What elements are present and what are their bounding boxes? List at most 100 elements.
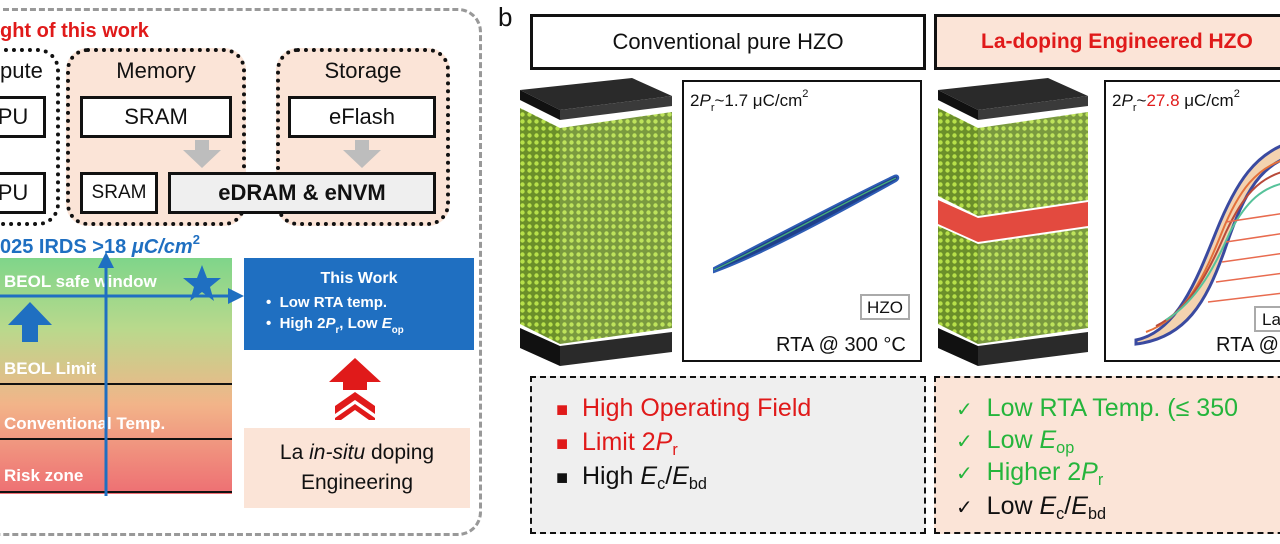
left-item-3-sub1: c [657,475,666,493]
edram-envm-box: eDRAM & eNVM [168,172,436,214]
this-work-b2sub: r [335,325,340,336]
irds-unit-exp: 2 [192,232,200,247]
memory-sram-top: SRAM [80,96,232,138]
left-item-2-a: Limit 2 [582,428,656,456]
right-pr-value: 27.8 [1146,91,1180,110]
right-item-2-e: E [1039,426,1057,454]
left-item-2-p: P [655,428,673,456]
compute-unit-2: PU [0,172,46,214]
la-hzo-stack-3d [938,78,1088,366]
left-pr-sub: r [710,102,715,114]
vertical-axis-head [98,252,114,268]
la-line-1a: La [279,441,310,464]
right-header-text: La-doping Engineered HZO [981,30,1253,53]
this-work-b2e: E [381,315,392,332]
left-item-2: ■ Limit 2Pr [556,428,678,460]
irds-target: 025 IRDS >18 μC/cm2 [0,232,200,259]
left-pr-p: P [699,91,711,110]
left-item-3-e: E [640,462,658,490]
this-work-b2b: , Low [339,315,382,332]
storage-down-arrow [343,140,381,168]
compute-unit-2-label: PU [0,180,29,205]
right-item-3-sub: r [1097,471,1104,489]
left-properties-box: ■ High Operating Field ■ Limit 2Pr ■ Hig… [530,376,926,534]
right-properties-box: ✓ Low RTA Temp. (≤ 350 ✓ Low Eop ✓ Highe… [934,376,1280,534]
right-pr-tilde: ~ [1136,91,1147,110]
compute-unit-1-label: PU [0,104,29,129]
right-item-1-text: Low RTA Temp. (≤ 350 [986,394,1239,422]
right-item-1: ✓ Low RTA Temp. (≤ 350 [956,394,1238,423]
left-item-3-e2: E [672,462,689,490]
left-item-1-text: High Operating Field [582,394,812,422]
zone-risk-label: Risk zone [4,466,84,485]
left-pr-prefix: 2 [690,91,700,110]
memory-sram-top-label: SRAM [124,104,188,129]
this-work-b2a: High 2 [279,315,326,332]
this-work-b2p: P [325,315,336,332]
conventional-line [0,438,232,440]
compute-unit-1: PU [0,96,46,138]
left-pe-plot: 2Pr~1.7 μC/cm2 HZO RTA @ 300 °C [682,80,922,362]
this-work-b2esub: op [391,325,404,336]
right-item-2-marker: ✓ [956,431,973,453]
down-arrows-gray [183,140,381,168]
right-pe-plot: 2Pr~27.8 μC/cm2 La RTA @ [1104,80,1280,362]
storage-eflash: eFlash [288,96,436,138]
this-work-box: This Work • Low RTA temp. • High 2Pr, Lo… [244,258,474,350]
storage-label: Storage [324,58,402,83]
left-item-1-marker: ■ [556,399,569,421]
right-plot-pr: 2Pr~27.8 μC/cm2 [1112,88,1240,114]
memory-label: Memory [116,58,196,83]
la-line-2: Engineering [300,471,414,494]
left-header-text: Conventional pure HZO [612,29,844,54]
edram-envm-label: eDRAM & eNVM [218,180,386,205]
zone-safe-label: BEOL safe window [4,272,157,291]
left-item-3-marker: ■ [556,467,569,489]
right-rta: RTA @ [1216,334,1279,356]
right-item-3: ✓ Higher 2Pr [956,458,1103,490]
right-item-4-slash: / [1064,492,1072,520]
right-item-4-sub2: bd [1087,505,1107,523]
left-legend: HZO [860,294,910,320]
left-item-3-sub2: bd [688,475,707,493]
right-header: La-doping Engineered HZO [934,14,1280,70]
this-work-bullet-2: • High 2Pr, Low Eop [266,315,404,336]
right-pr-prefix: 2 [1112,91,1122,110]
left-item-1: ■ High Operating Field [556,394,811,423]
zone-conventional-label: Conventional Temp. [4,414,166,433]
this-work-bullet-1: • Low RTA temp. [266,294,388,311]
star-icon [183,265,221,301]
right-pr-p: P [1121,91,1133,110]
right-item-3-marker: ✓ [956,463,973,485]
memory-sram-small: SRAM [80,172,158,214]
left-pr-exp: 2 [802,88,809,100]
panel-b-label: b [498,2,513,32]
right-item-4-a: Low [986,492,1040,520]
panel-a-title: ght of this work [0,20,149,42]
la-doping-box: La in-situ doping Engineering [244,428,470,508]
left-item-2-marker: ■ [556,433,569,455]
left-item-2-text: Limit 2Pr [582,428,678,459]
horizontal-axis-head [228,288,244,304]
left-item-3-a: High [582,462,641,490]
left-plot-pr: 2Pr~1.7 μC/cm2 [690,88,808,114]
right-item-4-marker: ✓ [956,497,973,519]
irds-text: 025 IRDS >18 [0,236,132,258]
blue-axis-arrows [0,252,244,496]
right-item-4-e2: E [1071,492,1088,520]
right-item-2: ✓ Low Eop [956,426,1074,458]
limit-line [0,383,232,385]
panel-a-frame [0,8,482,536]
la-line-1: La in-situ doping [244,438,470,468]
right-item-2-sub: op [1056,439,1075,457]
left-item-2-sub: r [672,441,678,459]
memory-down-arrow [183,140,221,168]
left-item-3: ■ High Ec/Ebd [556,462,707,494]
red-up-arrow-icon [329,358,381,420]
risk-line [0,491,232,493]
left-pr-value: ~1.7 μC/cm [714,91,803,110]
left-hysteresis-loop [713,174,900,274]
compute-label: pute [0,58,43,83]
right-pr-unit: μC/cm [1179,91,1234,110]
right-item-2-a: Low [986,426,1040,454]
